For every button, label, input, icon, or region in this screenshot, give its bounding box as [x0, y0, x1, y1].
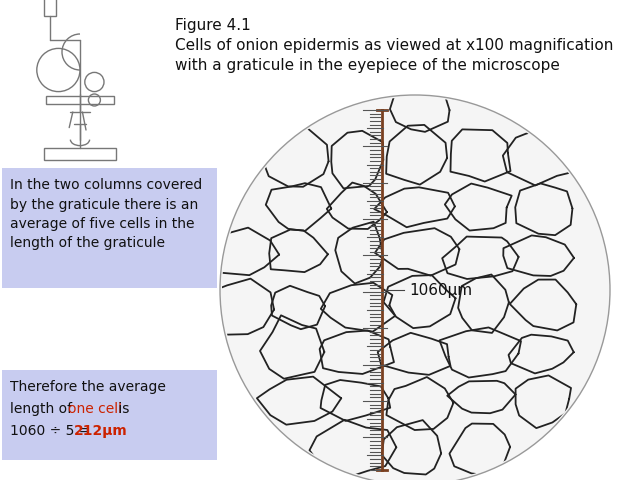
- Text: Therefore the average: Therefore the average: [10, 380, 166, 394]
- Text: 212μm: 212μm: [74, 424, 127, 438]
- Text: is: is: [115, 402, 130, 416]
- Text: In the two columns covered
by the graticule there is an
average of five cells in: In the two columns covered by the gratic…: [10, 178, 202, 251]
- Text: one cell: one cell: [68, 402, 122, 416]
- FancyBboxPatch shape: [2, 168, 217, 288]
- Text: 1060 ÷ 5 =: 1060 ÷ 5 =: [10, 424, 95, 438]
- Text: with a graticule in the eyepiece of the microscope: with a graticule in the eyepiece of the …: [175, 58, 560, 73]
- Text: 1060μm: 1060μm: [409, 283, 472, 298]
- Circle shape: [220, 95, 610, 480]
- Text: Figure 4.1: Figure 4.1: [175, 18, 251, 33]
- Text: Cells of onion epidermis as viewed at x100 magnification: Cells of onion epidermis as viewed at x1…: [175, 38, 613, 53]
- FancyBboxPatch shape: [2, 370, 217, 460]
- Text: length of: length of: [10, 402, 77, 416]
